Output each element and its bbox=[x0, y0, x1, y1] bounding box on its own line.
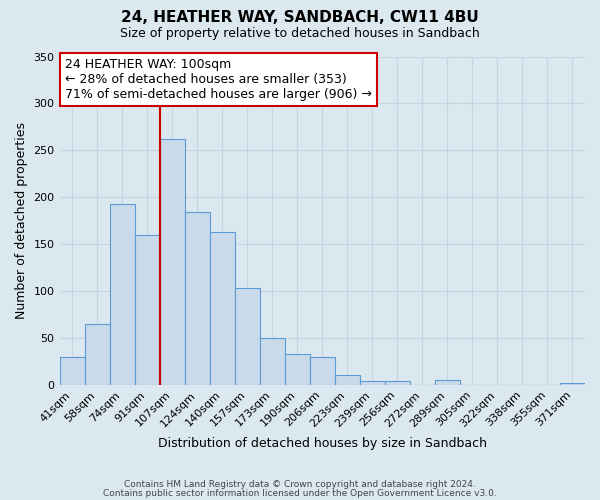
Bar bbox=[385, 381, 410, 385]
Bar bbox=[160, 139, 185, 385]
Bar bbox=[260, 338, 285, 385]
Text: Size of property relative to detached houses in Sandbach: Size of property relative to detached ho… bbox=[120, 28, 480, 40]
Bar bbox=[235, 288, 260, 385]
Bar bbox=[335, 374, 360, 385]
Bar bbox=[360, 381, 385, 385]
Text: 24 HEATHER WAY: 100sqm
← 28% of detached houses are smaller (353)
71% of semi-de: 24 HEATHER WAY: 100sqm ← 28% of detached… bbox=[65, 58, 371, 101]
Text: 24, HEATHER WAY, SANDBACH, CW11 4BU: 24, HEATHER WAY, SANDBACH, CW11 4BU bbox=[121, 10, 479, 25]
Bar bbox=[185, 212, 209, 385]
Bar bbox=[134, 234, 160, 385]
Bar bbox=[435, 380, 460, 385]
Bar bbox=[310, 356, 335, 385]
Bar bbox=[110, 204, 134, 385]
Y-axis label: Number of detached properties: Number of detached properties bbox=[15, 122, 28, 319]
Bar bbox=[560, 383, 585, 385]
Text: Contains public sector information licensed under the Open Government Licence v3: Contains public sector information licen… bbox=[103, 488, 497, 498]
Bar bbox=[59, 356, 85, 385]
Bar bbox=[209, 232, 235, 385]
Bar bbox=[285, 354, 310, 385]
Text: Contains HM Land Registry data © Crown copyright and database right 2024.: Contains HM Land Registry data © Crown c… bbox=[124, 480, 476, 489]
Bar bbox=[85, 324, 110, 385]
X-axis label: Distribution of detached houses by size in Sandbach: Distribution of detached houses by size … bbox=[158, 437, 487, 450]
